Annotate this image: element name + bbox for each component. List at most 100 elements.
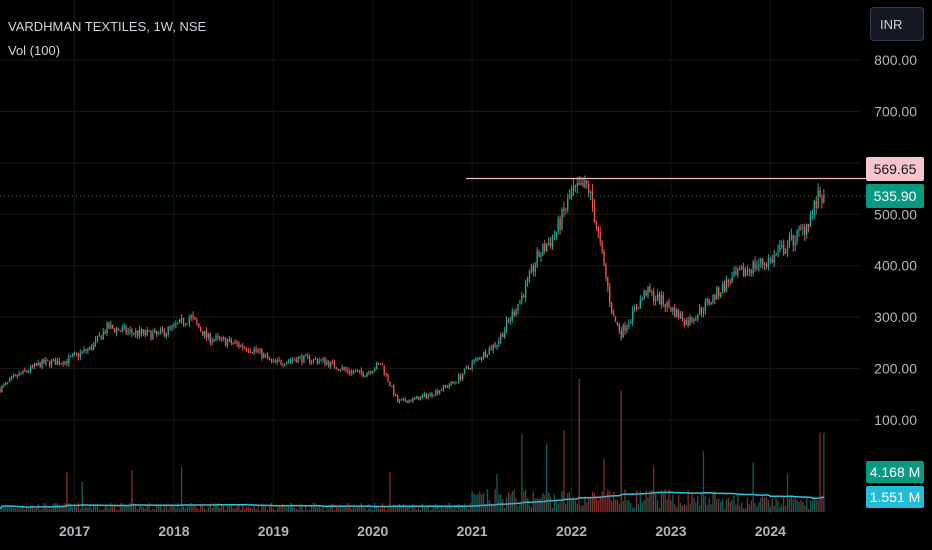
volume-bar (771, 498, 773, 512)
volume-bar (549, 496, 552, 512)
candle (91, 346, 93, 350)
volume-bar (641, 502, 643, 512)
volume-bar (43, 503, 45, 512)
candle (421, 395, 424, 397)
volume-bar (446, 506, 448, 512)
volume-bar (702, 451, 705, 512)
candle (639, 299, 642, 309)
candle (536, 251, 538, 266)
candle (98, 335, 101, 337)
volume-bar (354, 508, 357, 512)
candle (656, 293, 659, 300)
candle (471, 362, 473, 369)
candle (56, 360, 59, 365)
candle (479, 357, 481, 360)
volume-bar (677, 495, 680, 512)
volume-bar (110, 503, 112, 512)
volume-bar (521, 434, 523, 512)
volume-bar (226, 503, 229, 512)
candle (154, 330, 156, 333)
volume-bar (406, 506, 408, 512)
volume-bar (322, 506, 324, 512)
candle (725, 279, 728, 292)
volume-bar (683, 504, 685, 512)
volume-bar (532, 491, 534, 512)
candle (429, 393, 431, 396)
volume-bar (408, 506, 410, 512)
candle (47, 360, 49, 362)
volume-bar (679, 502, 682, 512)
volume-ma-tag: 1.551 M (866, 486, 924, 508)
candle (280, 360, 282, 365)
candle (448, 385, 450, 388)
volume-bar (389, 472, 391, 512)
volume-bar (748, 504, 750, 512)
volume-bar (481, 494, 483, 512)
candle (431, 393, 433, 397)
candle (37, 362, 39, 366)
candle (511, 311, 513, 320)
candle (473, 360, 475, 363)
candle (777, 250, 779, 255)
volume-bar (207, 506, 210, 512)
candle (609, 287, 611, 303)
candle (633, 307, 636, 309)
volume-bar (781, 504, 783, 512)
candle (488, 348, 491, 355)
candle (546, 245, 548, 252)
volume-bar (475, 494, 477, 512)
candle (347, 369, 349, 373)
candle (68, 356, 70, 364)
volume-bar (542, 492, 544, 512)
candle (593, 206, 596, 223)
volume-bar (633, 507, 636, 512)
volume-bar (494, 489, 496, 512)
time-axis-label: 2021 (457, 523, 488, 539)
price-axis: 800.00 700.00 500.00 400.00 300.00 200.00 100.… (874, 52, 917, 428)
volume-bar (672, 494, 674, 512)
candle (52, 359, 55, 361)
candle (159, 329, 162, 333)
candle (297, 356, 299, 363)
candle (177, 322, 179, 324)
candle (28, 371, 30, 373)
volume-bar (102, 509, 104, 512)
candle (104, 331, 106, 334)
volume-bar (524, 489, 527, 512)
candle (224, 338, 227, 346)
candle (391, 385, 393, 387)
candle (419, 396, 422, 401)
volume-bar (45, 503, 47, 512)
volume-bar (138, 504, 141, 512)
volume-bar (219, 507, 221, 512)
volume-bar (196, 507, 198, 512)
volume-bar (662, 492, 664, 512)
candle (620, 330, 622, 338)
volume-bar (509, 494, 512, 512)
volume-bar (790, 496, 793, 512)
volume-bar (106, 504, 108, 512)
volume-bar (456, 509, 458, 512)
volume-bar (811, 500, 814, 512)
candle (484, 351, 487, 357)
volume-bar (224, 510, 227, 512)
volume-legend[interactable]: Vol (100) (8, 43, 61, 58)
volume-bar (119, 503, 122, 512)
volume-bar (588, 498, 590, 512)
volume-bar (559, 502, 561, 512)
volume-bar (649, 490, 651, 512)
volume-bar (821, 495, 823, 512)
volume-bar (591, 491, 594, 512)
volume-bar (278, 505, 280, 512)
volume-bar (261, 503, 263, 512)
volume-bar (488, 499, 491, 512)
volume-bar (492, 504, 494, 512)
currency-button[interactable]: INR (870, 7, 924, 41)
candle (679, 314, 682, 318)
volume-bar (546, 443, 548, 512)
candle (263, 354, 265, 358)
candle (62, 363, 64, 365)
symbol-legend[interactable]: VARDHMAN TEXTILES, 1W, NSE (8, 19, 207, 34)
candle (129, 329, 131, 331)
